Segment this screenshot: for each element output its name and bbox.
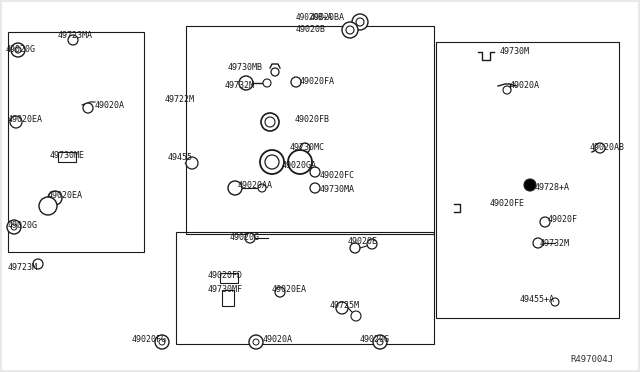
Circle shape <box>260 150 284 174</box>
Circle shape <box>310 183 320 193</box>
Circle shape <box>261 113 279 131</box>
Circle shape <box>228 181 242 195</box>
Bar <box>222 290 234 306</box>
Circle shape <box>310 167 320 177</box>
Text: 49730ME: 49730ME <box>50 151 85 160</box>
Text: 49730MC: 49730MC <box>290 142 325 151</box>
Circle shape <box>15 47 21 53</box>
Text: 49020G: 49020G <box>8 221 38 230</box>
Circle shape <box>249 335 263 349</box>
Circle shape <box>540 217 550 227</box>
Text: 49020EA: 49020EA <box>272 285 307 295</box>
Bar <box>58 152 76 162</box>
Text: 49020AA: 49020AA <box>238 180 273 189</box>
Circle shape <box>336 302 348 314</box>
Circle shape <box>258 184 266 192</box>
Text: 49020A: 49020A <box>263 336 293 344</box>
Circle shape <box>503 86 511 94</box>
Circle shape <box>288 150 312 174</box>
Text: 49728+A: 49728+A <box>535 183 570 192</box>
Text: 49732M: 49732M <box>540 238 570 247</box>
Text: 49730MF: 49730MF <box>208 285 243 295</box>
Circle shape <box>39 197 57 215</box>
Circle shape <box>377 339 383 345</box>
Text: 49020F: 49020F <box>548 215 578 224</box>
Text: 49730MB: 49730MB <box>228 64 263 73</box>
Text: 49020GA: 49020GA <box>282 160 317 170</box>
Text: 49455+A: 49455+A <box>520 295 555 305</box>
Text: 49020EA: 49020EA <box>48 190 83 199</box>
Circle shape <box>265 117 275 127</box>
Text: 49020A: 49020A <box>510 80 540 90</box>
Circle shape <box>595 143 605 153</box>
Circle shape <box>48 191 62 205</box>
Circle shape <box>367 239 377 249</box>
Circle shape <box>300 143 310 153</box>
Circle shape <box>373 335 387 349</box>
Circle shape <box>11 43 25 57</box>
Text: 49020AB: 49020AB <box>590 144 625 153</box>
Text: 49020G: 49020G <box>6 45 36 55</box>
Text: 49020FA: 49020FA <box>300 77 335 87</box>
Text: 49020E: 49020E <box>348 237 378 247</box>
Circle shape <box>239 76 253 90</box>
Text: 49455: 49455 <box>168 154 193 163</box>
Circle shape <box>186 157 198 169</box>
Text: 49722M: 49722M <box>165 96 195 105</box>
Circle shape <box>275 287 285 297</box>
Circle shape <box>271 68 279 76</box>
Text: 49725M: 49725M <box>330 301 360 310</box>
Circle shape <box>346 26 354 34</box>
Circle shape <box>7 220 21 234</box>
Text: R497004J: R497004J <box>570 356 613 365</box>
Circle shape <box>33 259 43 269</box>
Text: 49723MA: 49723MA <box>58 31 93 39</box>
Text: 49020G: 49020G <box>230 234 260 243</box>
Circle shape <box>68 35 78 45</box>
Circle shape <box>551 298 559 306</box>
Circle shape <box>159 339 165 345</box>
Bar <box>220 273 238 283</box>
Circle shape <box>83 103 93 113</box>
Bar <box>176 232 434 344</box>
Text: 49730MA: 49730MA <box>320 186 355 195</box>
Text: 49732M: 49732M <box>225 80 255 90</box>
Text: 49020G: 49020G <box>360 336 390 344</box>
Circle shape <box>263 79 271 87</box>
Circle shape <box>291 77 301 87</box>
Bar <box>436 42 619 318</box>
Circle shape <box>342 22 358 38</box>
Text: 49020FE: 49020FE <box>490 199 525 208</box>
Circle shape <box>155 335 169 349</box>
Circle shape <box>10 116 22 128</box>
Text: 49020FD: 49020FD <box>208 270 243 279</box>
Text: 49020EA: 49020EA <box>8 115 43 125</box>
Circle shape <box>351 311 361 321</box>
Circle shape <box>253 339 259 345</box>
Circle shape <box>245 233 255 243</box>
Text: 49020A: 49020A <box>95 100 125 109</box>
Circle shape <box>265 155 279 169</box>
Circle shape <box>352 14 368 30</box>
Text: 49020BA: 49020BA <box>310 13 345 22</box>
Text: 49020B+A: 49020B+A <box>296 13 333 22</box>
Bar <box>186 26 434 234</box>
Text: 49020FB: 49020FB <box>295 115 330 125</box>
Bar <box>8 32 144 252</box>
Text: 49020FG: 49020FG <box>132 336 167 344</box>
Text: 49723M: 49723M <box>8 263 38 273</box>
Circle shape <box>533 238 543 248</box>
Circle shape <box>11 224 17 230</box>
Text: 49020FC: 49020FC <box>320 170 355 180</box>
Circle shape <box>524 179 536 191</box>
Text: 49730M: 49730M <box>500 48 530 57</box>
Circle shape <box>356 18 364 26</box>
Text: 49020B: 49020B <box>296 26 326 35</box>
Circle shape <box>350 243 360 253</box>
